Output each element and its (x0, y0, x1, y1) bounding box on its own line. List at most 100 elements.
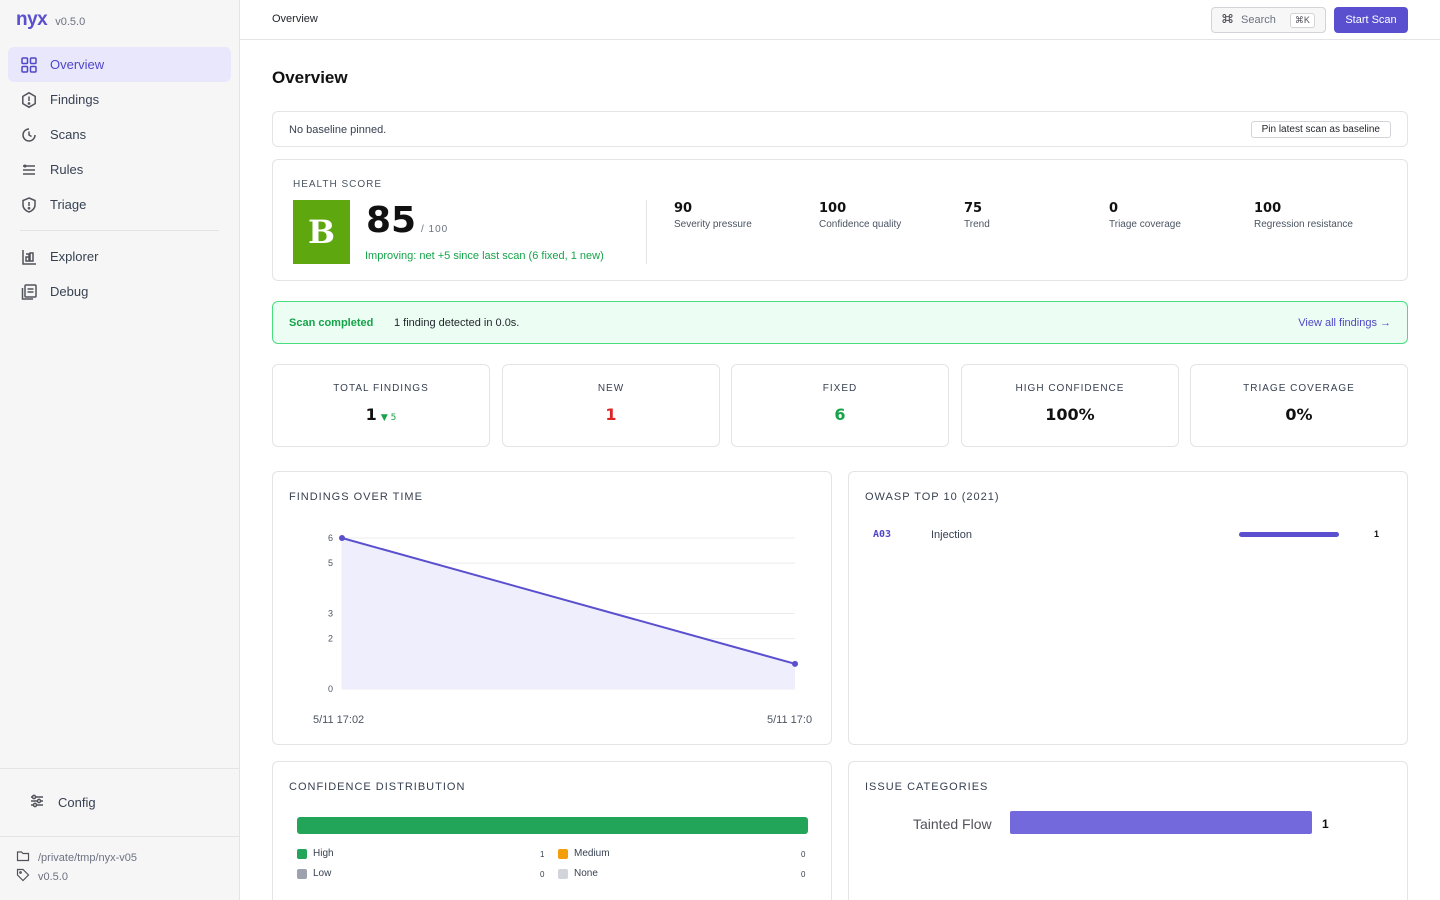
sidebar: nyx v0.5.0 Overview Findings Scans Rul (0, 0, 240, 900)
owasp-row[interactable]: A03 Injection 1 (873, 528, 1383, 544)
issue-categories-panel: ISSUE CATEGORIES Tainted Flow 1 (848, 761, 1408, 900)
owasp-name: Injection (931, 529, 972, 541)
tag-icon (16, 868, 30, 885)
sidebar-item-explorer[interactable]: Explorer (8, 239, 231, 274)
sidebar-item-label: Overview (50, 57, 105, 72)
category-bar[interactable] (1010, 811, 1312, 834)
legend-label: High (313, 848, 334, 859)
brand-logo[interactable]: nyx (16, 9, 48, 30)
sidebar-item-label: Findings (50, 92, 100, 107)
panel-title: CONFIDENCE DISTRIBUTION (289, 781, 466, 793)
list-icon (20, 161, 38, 179)
legend-label: None (574, 868, 598, 879)
y-tick-label: 6 (328, 533, 333, 543)
sidebar-item-label: Explorer (50, 249, 99, 264)
baseline-card: No baseline pinned. Pin latest scan as b… (272, 111, 1408, 147)
stat-delta: ▼ 5 (380, 413, 397, 423)
search-button[interactable]: Search ⌘K (1211, 7, 1326, 33)
sidebar-item-config[interactable]: Config (28, 792, 96, 813)
stat-total-findings[interactable]: TOTAL FINDINGS 1 ▼ 5 (272, 364, 490, 447)
explorer-icon (20, 248, 38, 266)
search-label: Search (1241, 14, 1276, 26)
findings-over-time-chart: 0 2 3 5 6 5/11 17:02 5/11 17:0 (313, 533, 812, 726)
health-score-card: HEALTH SCORE B 85 / 100 Improving: net +… (272, 159, 1408, 281)
metric-label: Regression resistance (1254, 219, 1353, 230)
scan-status-message: 1 finding detected in 0.0s. (394, 317, 520, 329)
config-label: Config (58, 795, 96, 810)
health-score-max: / 100 (421, 224, 449, 235)
breadcrumb: Overview (272, 13, 318, 25)
stat-high-confidence[interactable]: HIGH CONFIDENCE 100% (961, 364, 1179, 447)
sidebar-divider (0, 768, 239, 769)
sidebar-item-rules[interactable]: Rules (8, 152, 231, 187)
metric-value: 0 (1109, 201, 1119, 216)
view-all-findings-link[interactable]: View all findings → (1298, 317, 1391, 329)
brand-version: v0.5.0 (55, 16, 86, 28)
legend-label: Medium (574, 848, 610, 859)
legend-none: None (558, 868, 598, 879)
brand[interactable]: nyx v0.5.0 (16, 9, 85, 31)
topbar: Overview Search ⌘K Start Scan (240, 0, 1440, 40)
baseline-message: No baseline pinned. (289, 124, 387, 136)
project-path-text: /private/tmp/nyx-v05 (38, 851, 138, 864)
health-trend-text: Improving: net +5 since last scan (6 fix… (365, 250, 604, 262)
page-title: Overview (272, 68, 348, 87)
metric-label: Triage coverage (1109, 219, 1181, 230)
legend-count: 0 (801, 850, 806, 859)
pin-baseline-button[interactable]: Pin latest scan as baseline (1250, 121, 1391, 138)
scan-status-banner: Scan completed 1 finding detected in 0.0… (272, 301, 1408, 344)
sidebar-item-overview[interactable]: Overview (8, 47, 231, 82)
owasp-bar (1239, 532, 1339, 537)
panel-title: OWASP TOP 10 (2021) (865, 491, 1000, 503)
search-shortcut: ⌘K (1289, 12, 1315, 28)
legend-count: 0 (801, 870, 806, 879)
sidebar-item-scans[interactable]: Scans (8, 117, 231, 152)
stat-label: TOTAL FINDINGS (333, 383, 429, 394)
data-point (792, 660, 798, 667)
category-label: Tainted Flow (913, 816, 992, 832)
stat-label: HIGH CONFIDENCE (1015, 383, 1125, 394)
metric-value: 100 (819, 201, 847, 216)
sidebar-item-debug[interactable]: Debug (8, 274, 231, 309)
stat-number: 1 (365, 405, 377, 424)
legend-medium: Medium (558, 848, 610, 859)
stat-value: 1 (605, 405, 617, 424)
category-count: 1 (1322, 817, 1329, 831)
stat-fixed[interactable]: FIXED 6 (731, 364, 949, 447)
x-tick-label: 5/11 17:0 (767, 714, 812, 726)
sidebar-item-findings[interactable]: Findings (8, 82, 231, 117)
legend-swatch (297, 848, 307, 859)
stat-triage-coverage[interactable]: TRIAGE COVERAGE 0% (1190, 364, 1408, 447)
y-tick-label: 5 (328, 558, 333, 568)
legend-label: Low (313, 868, 332, 879)
legend-swatch (558, 848, 568, 859)
grid-icon (20, 56, 38, 74)
metric-label: Severity pressure (674, 219, 752, 230)
metric-label: Trend (964, 219, 990, 230)
start-scan-button[interactable]: Start Scan (1334, 7, 1408, 33)
app-version-text: v0.5.0 (38, 870, 68, 883)
app-version: v0.5.0 (16, 868, 68, 885)
series-line (341, 537, 796, 665)
owasp-code: A03 (873, 529, 892, 540)
sidebar-item-triage[interactable]: Triage (8, 187, 231, 222)
sidebar-item-label: Scans (50, 127, 87, 142)
health-score-label: HEALTH SCORE (293, 179, 383, 190)
metric-regression-resistance: 100 Regression resistance (1254, 201, 1353, 230)
stat-new[interactable]: NEW 1 (502, 364, 720, 447)
sliders-icon (28, 792, 46, 813)
metric-severity-pressure: 90 Severity pressure (674, 201, 752, 230)
stat-value: 1 ▼ 5 (273, 405, 489, 424)
metric-value: 90 (674, 201, 693, 216)
legend-count: 1 (540, 850, 545, 859)
sidebar-item-label: Debug (50, 284, 89, 299)
owasp-count: 1 (1374, 529, 1380, 539)
stat-label: FIXED (822, 383, 858, 394)
nav-divider (20, 230, 219, 231)
debug-icon (20, 283, 38, 301)
metric-value: 75 (964, 201, 983, 216)
y-tick-label: 0 (328, 684, 333, 694)
sidebar-divider (0, 836, 239, 837)
alert-circle-icon (20, 91, 38, 109)
legend-swatch (297, 868, 307, 879)
